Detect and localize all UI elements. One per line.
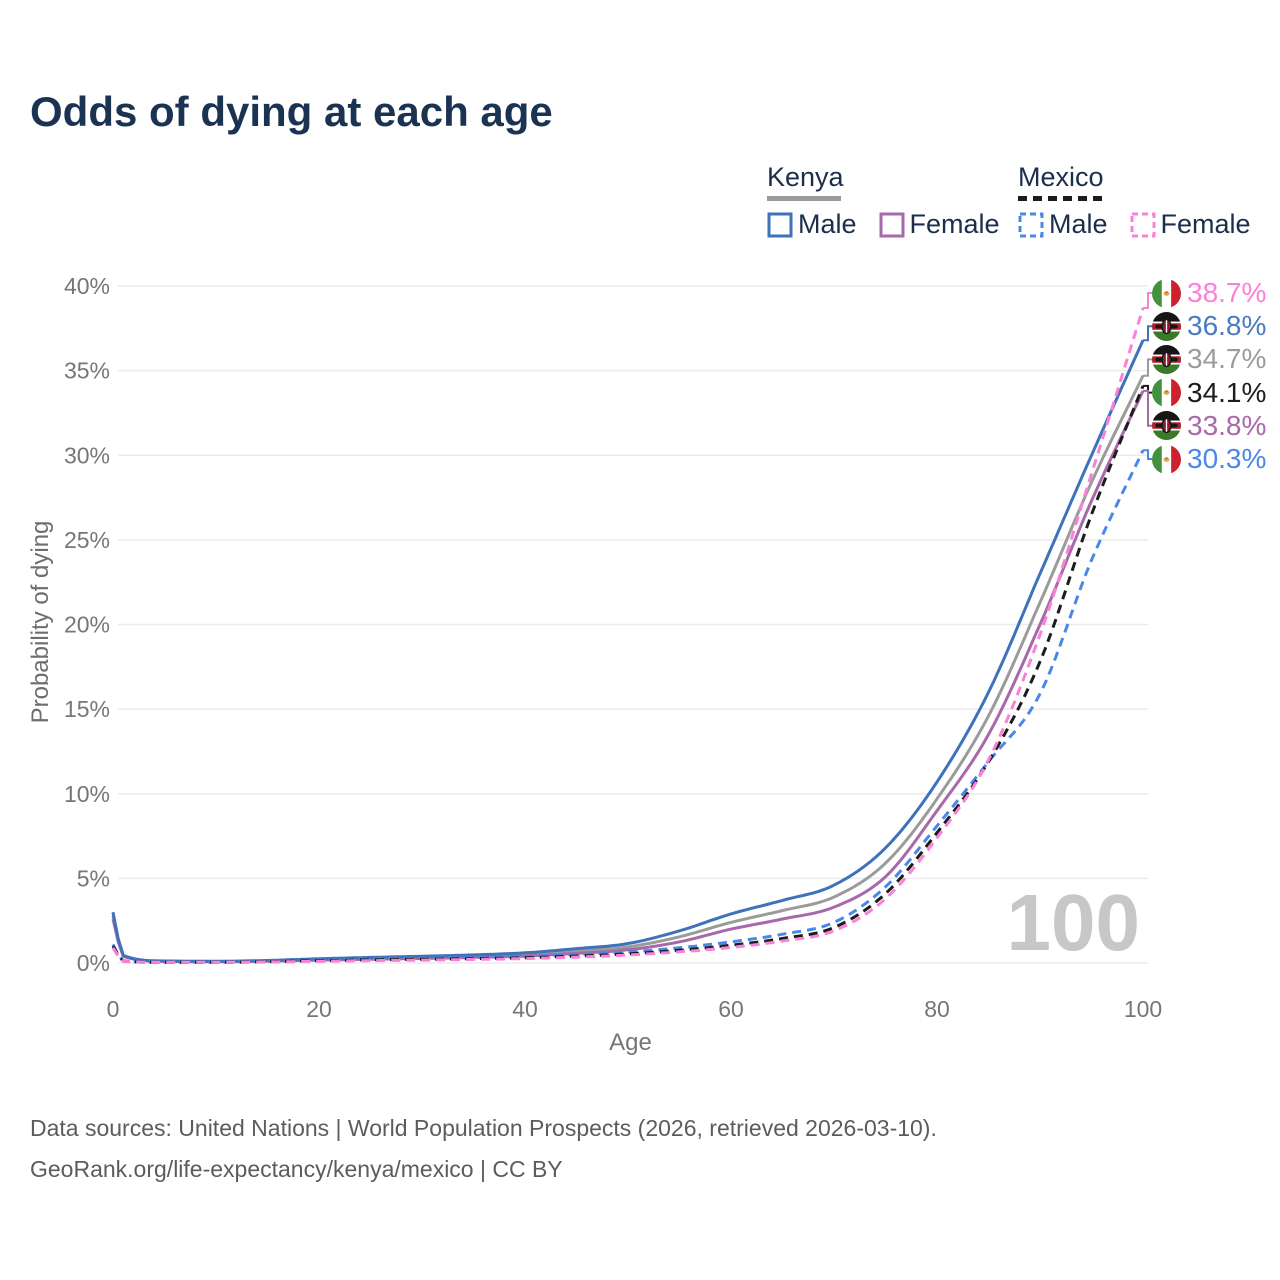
legend-label-kenya-male: Male xyxy=(798,209,857,239)
x-tick-label: 80 xyxy=(924,996,950,1022)
x-axis-title: Age xyxy=(609,1029,652,1056)
y-tick-label: 5% xyxy=(77,865,110,891)
series-line-kenya_male xyxy=(111,339,1145,963)
source-note: Data sources: United Nations | World Pop… xyxy=(30,1108,937,1190)
x-tick-label: 60 xyxy=(718,996,744,1022)
mexico-flag-icon xyxy=(1152,278,1181,308)
page-title: Odds of dying at each age xyxy=(30,88,553,135)
legend-label-kenya-female: Female xyxy=(909,209,1000,239)
kenya-flag-icon xyxy=(1152,411,1181,441)
y-tick-label: 0% xyxy=(77,950,110,976)
series-line-mexico_female xyxy=(111,307,1145,964)
legend-title-mexico: Mexico xyxy=(1018,162,1104,192)
source-link-line: GeoRank.org/life-expectancy/kenya/mexico… xyxy=(30,1156,563,1182)
end-label-value: 34.1% xyxy=(1187,376,1267,408)
kenya-linestyle-sample xyxy=(767,196,841,201)
legend-item-mexico-female[interactable]: Female xyxy=(1130,209,1251,240)
legend-label-mexico-female: Female xyxy=(1160,209,1251,239)
mexico-linestyle-sample xyxy=(1018,196,1106,201)
legend-item-kenya-female[interactable]: Female xyxy=(879,209,1000,240)
end-label-mexico_male: 30.3% xyxy=(1152,443,1267,474)
end-label-connector xyxy=(1143,449,1152,460)
end-label-kenya_all: 34.7% xyxy=(1152,343,1267,375)
end-label-mexico_female: 38.7% xyxy=(1152,277,1267,308)
kenya-flag-icon xyxy=(1152,311,1181,341)
y-tick-label: 20% xyxy=(64,612,110,638)
kenya-flag-icon xyxy=(1152,344,1181,374)
series-line-mexico_all xyxy=(111,385,1145,964)
end-label-value: 34.7% xyxy=(1187,343,1267,375)
end-label-connector xyxy=(1143,384,1152,394)
end-label-kenya_male: 36.8% xyxy=(1152,310,1267,342)
legend-label-mexico-male: Male xyxy=(1049,209,1108,239)
y-tick-label: 35% xyxy=(64,358,110,384)
x-tick-label: 20 xyxy=(306,996,332,1022)
series-line-kenya_female xyxy=(111,390,1145,964)
legend-group-kenya: Kenya Male Female xyxy=(767,162,1000,240)
legend-item-mexico-male[interactable]: Male xyxy=(1018,209,1108,240)
mexico-female-swatch-icon[interactable] xyxy=(1130,212,1156,238)
mexico-flag-icon xyxy=(1152,444,1181,474)
x-tick-label: 100 xyxy=(1124,996,1162,1022)
end-label-kenya_female: 33.8% xyxy=(1152,409,1267,441)
end-label-mexico_all: 34.1% xyxy=(1152,376,1267,408)
legend-item-kenya-male[interactable]: Male xyxy=(767,209,857,240)
end-label-value: 33.8% xyxy=(1187,409,1267,441)
legend-title-kenya: Kenya xyxy=(767,162,844,192)
source-line: Data sources: United Nations | World Pop… xyxy=(30,1115,937,1141)
y-tick-label: 15% xyxy=(64,696,110,722)
end-label-value: 30.3% xyxy=(1187,443,1267,474)
end-label-connector xyxy=(1143,325,1152,342)
kenya-female-swatch-icon[interactable] xyxy=(879,212,905,238)
x-tick-label: 0 xyxy=(107,996,120,1022)
mexico-male-swatch-icon[interactable] xyxy=(1018,212,1044,238)
series-line-mexico_male xyxy=(111,449,1145,964)
series-line-kenya_all xyxy=(111,375,1145,963)
legend-group-mexico: Mexico Male Female xyxy=(1018,162,1251,240)
age-watermark: 100 xyxy=(1007,878,1140,967)
end-label-connector xyxy=(1143,292,1152,309)
x-tick-label: 40 xyxy=(512,996,538,1022)
y-axis-title: Probability of dying xyxy=(27,521,54,724)
y-tick-label: 40% xyxy=(64,273,110,299)
y-tick-label: 30% xyxy=(64,442,110,468)
end-label-value: 38.7% xyxy=(1187,277,1267,308)
kenya-male-swatch-icon[interactable] xyxy=(767,212,793,238)
mexico-flag-icon xyxy=(1152,378,1181,408)
end-label-value: 36.8% xyxy=(1187,310,1267,342)
y-tick-label: 25% xyxy=(64,527,110,553)
end-label-connector xyxy=(1143,389,1152,427)
end-label-connector xyxy=(1143,358,1152,377)
y-tick-label: 10% xyxy=(64,781,110,807)
